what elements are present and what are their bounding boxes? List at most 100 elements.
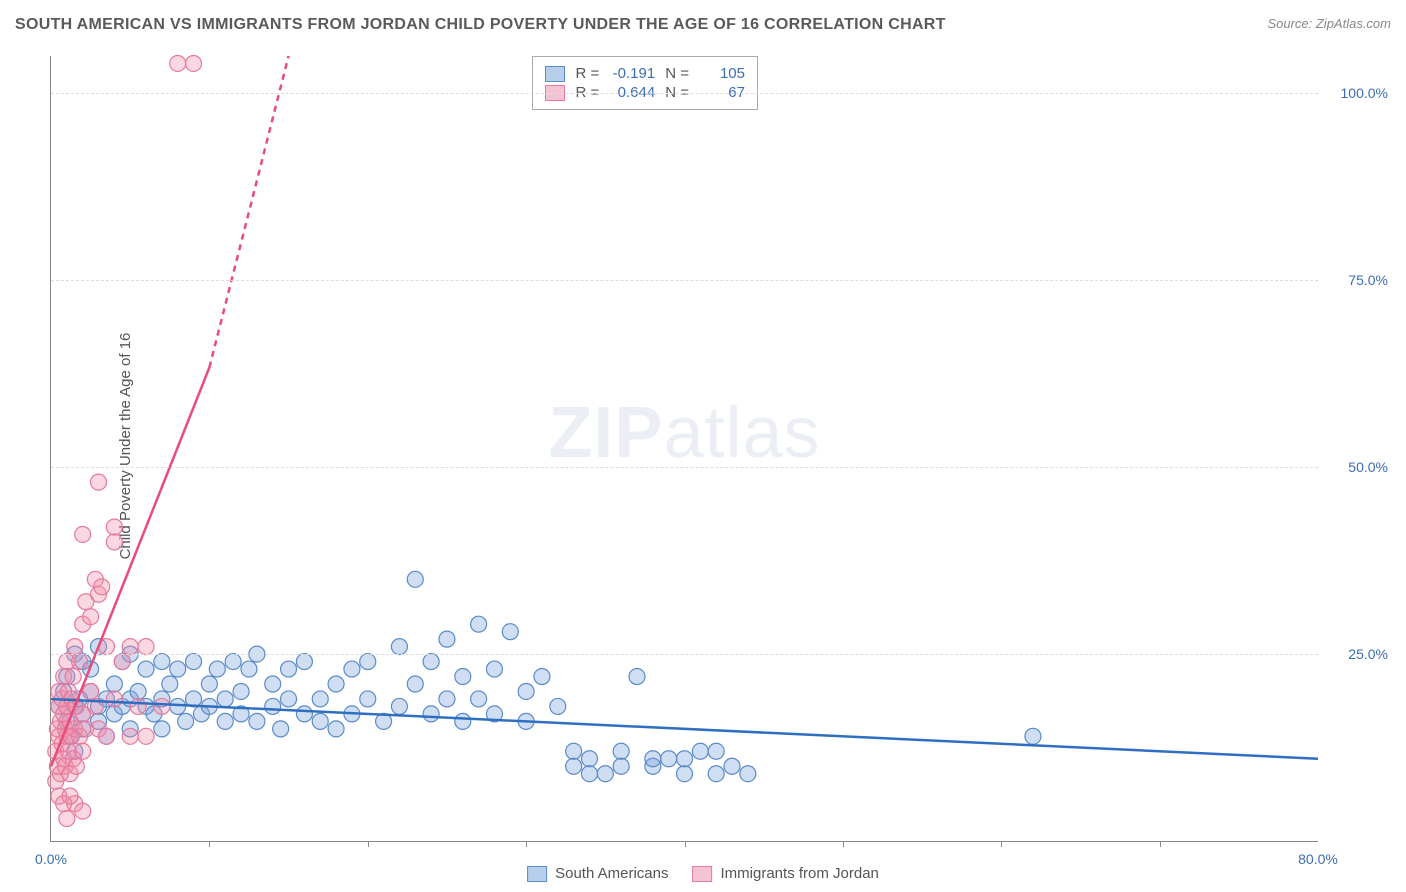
stats-r-value-a: -0.191	[609, 65, 655, 82]
scatter-point	[708, 766, 724, 782]
plot-area: ZIPatlas R = -0.191 N = 105 R = 0.644 N …	[50, 56, 1318, 842]
scatter-point	[423, 706, 439, 722]
scatter-point	[455, 669, 471, 685]
scatter-point	[391, 698, 407, 714]
scatter-point	[613, 743, 629, 759]
scatter-point	[138, 661, 154, 677]
scatter-point	[439, 631, 455, 647]
x-tick-label: 80.0%	[1298, 851, 1338, 867]
scatter-point	[94, 579, 110, 595]
y-tick-label: 75.0%	[1324, 272, 1388, 288]
legend-label-a: South Americans	[555, 865, 668, 882]
scatter-point	[312, 691, 328, 707]
scatter-point	[106, 691, 122, 707]
scatter-point	[154, 698, 170, 714]
y-tick-label: 100.0%	[1324, 85, 1388, 101]
scatter-point	[534, 669, 550, 685]
scatter-point	[186, 55, 202, 71]
scatter-point	[106, 534, 122, 550]
legend-swatch-a	[527, 866, 547, 882]
scatter-point	[550, 698, 566, 714]
scatter-point	[296, 706, 312, 722]
chart-container: ZIPatlas R = -0.191 N = 105 R = 0.644 N …	[50, 56, 1388, 842]
scatter-point	[59, 811, 75, 827]
scatter-point	[65, 669, 81, 685]
scatter-point	[296, 654, 312, 670]
scatter-plot-svg	[51, 56, 1318, 841]
scatter-point	[597, 766, 613, 782]
scatter-point	[72, 654, 88, 670]
legend-item-b: Immigrants from Jordan	[693, 865, 879, 882]
scatter-point	[518, 683, 534, 699]
y-tick-label: 50.0%	[1324, 459, 1388, 475]
scatter-point	[265, 676, 281, 692]
stats-n-value-a: 105	[699, 65, 745, 82]
scatter-point	[67, 639, 83, 655]
scatter-point	[740, 766, 756, 782]
scatter-point	[566, 758, 582, 774]
trend-line-dashed	[209, 56, 288, 368]
scatter-point	[645, 751, 661, 767]
scatter-point	[328, 676, 344, 692]
scatter-point	[581, 766, 597, 782]
scatter-point	[677, 751, 693, 767]
stats-n-label-a: N =	[665, 65, 689, 82]
scatter-point	[154, 721, 170, 737]
scatter-point	[471, 616, 487, 632]
scatter-point	[217, 691, 233, 707]
scatter-point	[233, 683, 249, 699]
scatter-point	[312, 713, 328, 729]
scatter-point	[170, 55, 186, 71]
scatter-point	[114, 654, 130, 670]
scatter-point	[83, 683, 99, 699]
scatter-point	[75, 743, 91, 759]
scatter-point	[273, 721, 289, 737]
stats-r-label-a: R =	[575, 65, 599, 82]
scatter-point	[201, 676, 217, 692]
scatter-point	[241, 661, 257, 677]
scatter-point	[502, 624, 518, 640]
scatter-point	[677, 766, 693, 782]
scatter-point	[391, 639, 407, 655]
trend-line	[51, 699, 1318, 759]
scatter-point	[249, 713, 265, 729]
scatter-point	[106, 676, 122, 692]
y-tick-label: 25.0%	[1324, 646, 1388, 662]
scatter-point	[613, 758, 629, 774]
scatter-point	[439, 691, 455, 707]
scatter-point	[344, 661, 360, 677]
chart-title: SOUTH AMERICAN VS IMMIGRANTS FROM JORDAN…	[15, 16, 946, 34]
chart-header: SOUTH AMERICAN VS IMMIGRANTS FROM JORDAN…	[15, 16, 1391, 34]
scatter-point	[170, 661, 186, 677]
scatter-point	[122, 728, 138, 744]
correlation-stats-box: R = -0.191 N = 105 R = 0.644 N = 67	[532, 56, 758, 110]
scatter-point	[68, 758, 84, 774]
scatter-point	[265, 698, 281, 714]
scatter-point	[130, 698, 146, 714]
scatter-point	[75, 526, 91, 542]
scatter-point	[629, 669, 645, 685]
scatter-point	[130, 683, 146, 699]
source-label: Source:	[1267, 16, 1315, 31]
scatter-point	[471, 691, 487, 707]
scatter-point	[281, 661, 297, 677]
legend-bottom: South Americans Immigrants from Jordan	[527, 865, 879, 882]
scatter-point	[91, 474, 107, 490]
source-attribution: Source: ZipAtlas.com	[1267, 16, 1391, 31]
scatter-point	[581, 751, 597, 767]
scatter-point	[162, 676, 178, 692]
legend-swatch-b	[693, 866, 713, 882]
scatter-point	[138, 728, 154, 744]
scatter-point	[186, 654, 202, 670]
scatter-point	[360, 691, 376, 707]
scatter-point	[75, 803, 91, 819]
scatter-point	[83, 609, 99, 625]
scatter-point	[360, 654, 376, 670]
scatter-point	[209, 661, 225, 677]
scatter-point	[328, 721, 344, 737]
scatter-point	[154, 654, 170, 670]
scatter-point	[486, 661, 502, 677]
scatter-point	[1025, 728, 1041, 744]
scatter-point	[217, 713, 233, 729]
scatter-point	[724, 758, 740, 774]
